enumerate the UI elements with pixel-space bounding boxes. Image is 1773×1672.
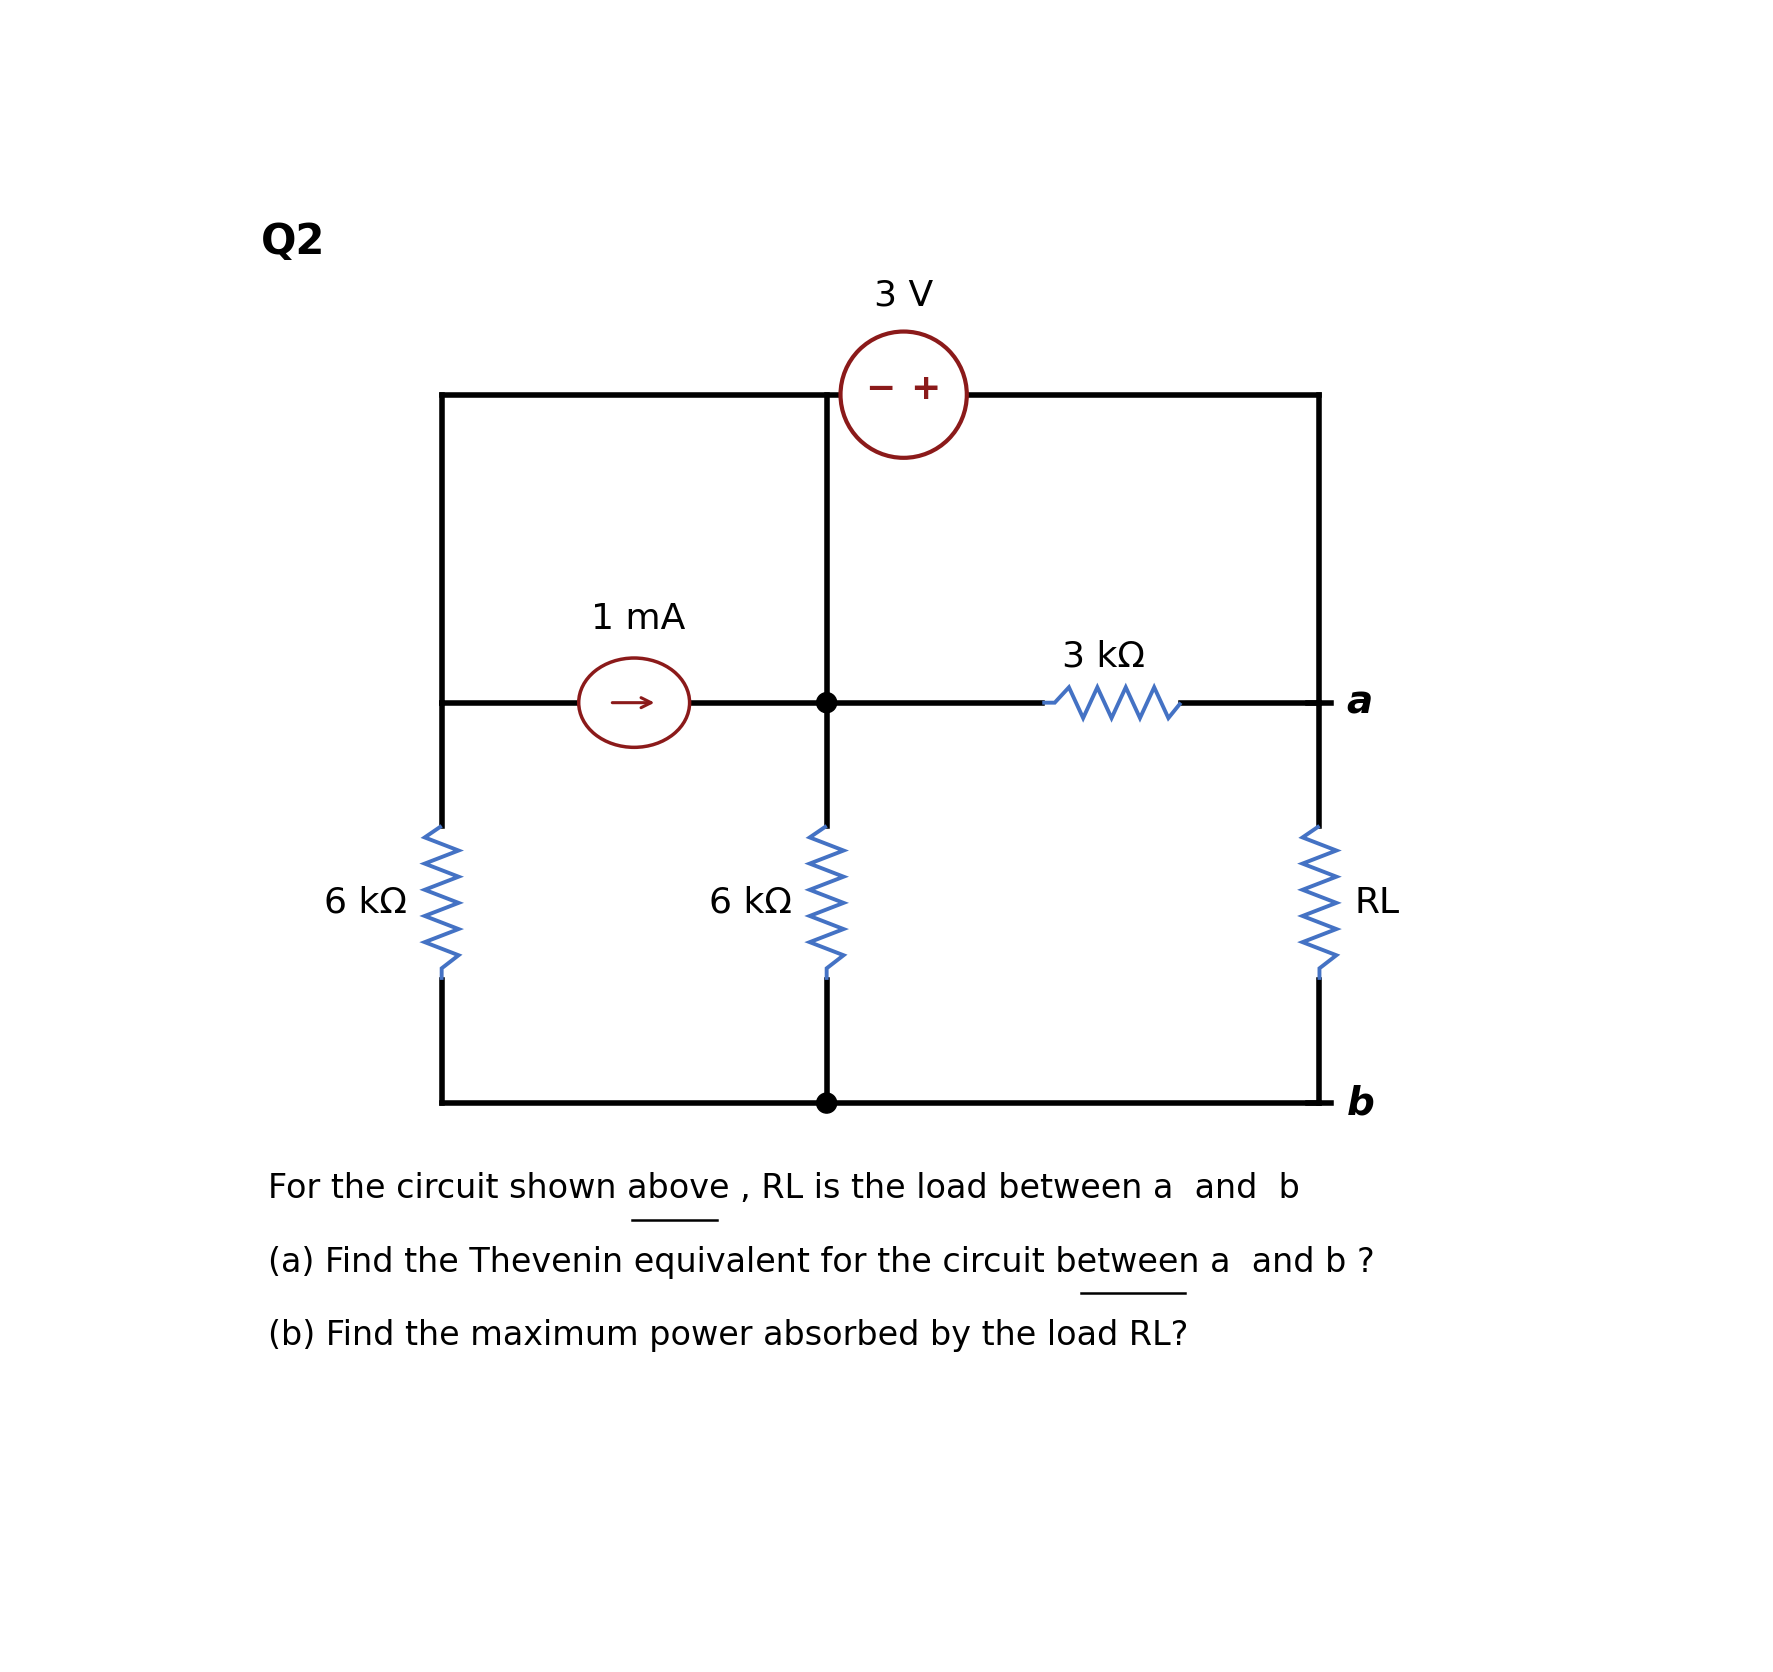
Text: 6 kΩ: 6 kΩ <box>324 886 408 920</box>
Text: +: + <box>910 373 940 406</box>
Text: RL: RL <box>1355 886 1399 920</box>
Text: (b) Find the maximum power absorbed by the load RL?: (b) Find the maximum power absorbed by t… <box>268 1319 1188 1351</box>
Circle shape <box>817 1093 837 1114</box>
Text: −: − <box>865 373 895 406</box>
Ellipse shape <box>578 659 690 747</box>
Text: Q2: Q2 <box>261 221 324 264</box>
Text: 3 V: 3 V <box>874 278 933 313</box>
Text: b: b <box>1346 1083 1374 1122</box>
Text: (a) Find the Thevenin equivalent for the circuit between a  and b ?: (a) Find the Thevenin equivalent for the… <box>268 1246 1376 1279</box>
Text: 3 kΩ: 3 kΩ <box>1062 639 1145 674</box>
Text: 6 kΩ: 6 kΩ <box>709 886 793 920</box>
Text: For the circuit shown above , RL is the load between a  and  b: For the circuit shown above , RL is the … <box>268 1172 1300 1206</box>
Circle shape <box>817 692 837 712</box>
Text: 1 mA: 1 mA <box>590 602 684 637</box>
Text: a: a <box>1346 684 1372 722</box>
Circle shape <box>840 331 966 458</box>
